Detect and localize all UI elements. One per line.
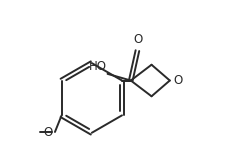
Text: O: O <box>43 126 53 139</box>
Text: O: O <box>174 74 183 87</box>
Text: O: O <box>134 34 143 46</box>
Text: HO: HO <box>89 60 107 73</box>
